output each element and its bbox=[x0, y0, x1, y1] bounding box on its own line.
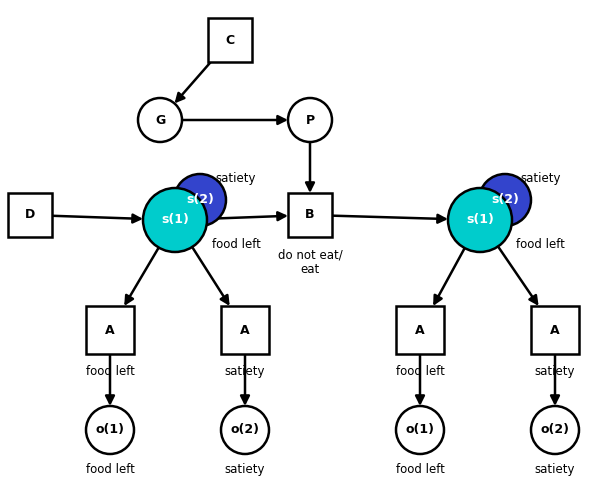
Bar bbox=[86, 306, 134, 354]
Circle shape bbox=[531, 406, 579, 454]
Text: G: G bbox=[155, 114, 165, 126]
Text: food left: food left bbox=[86, 463, 134, 476]
Text: o(1): o(1) bbox=[405, 423, 434, 437]
Circle shape bbox=[86, 406, 134, 454]
Text: satiety: satiety bbox=[225, 365, 265, 378]
Circle shape bbox=[143, 188, 207, 252]
Text: food left: food left bbox=[516, 238, 565, 251]
Text: satiety: satiety bbox=[535, 365, 575, 378]
Text: P: P bbox=[306, 114, 315, 126]
Bar bbox=[288, 193, 332, 237]
Text: s(2): s(2) bbox=[491, 194, 519, 207]
Circle shape bbox=[288, 98, 332, 142]
Text: o(1): o(1) bbox=[95, 423, 124, 437]
Text: o(2): o(2) bbox=[230, 423, 259, 437]
Text: food left: food left bbox=[395, 365, 444, 378]
Circle shape bbox=[396, 406, 444, 454]
Circle shape bbox=[138, 98, 182, 142]
Text: do not eat/
eat: do not eat/ eat bbox=[278, 248, 342, 276]
Text: A: A bbox=[415, 324, 425, 337]
Circle shape bbox=[479, 174, 531, 226]
Text: satiety: satiety bbox=[535, 463, 575, 476]
Text: satiety: satiety bbox=[225, 463, 265, 476]
Text: B: B bbox=[306, 209, 315, 222]
Text: D: D bbox=[25, 209, 35, 222]
Text: A: A bbox=[550, 324, 560, 337]
Text: food left: food left bbox=[86, 365, 134, 378]
Text: o(2): o(2) bbox=[540, 423, 570, 437]
Text: A: A bbox=[105, 324, 115, 337]
Text: s(1): s(1) bbox=[466, 214, 494, 227]
Bar bbox=[531, 306, 579, 354]
Bar bbox=[221, 306, 269, 354]
Text: food left: food left bbox=[395, 463, 444, 476]
Bar bbox=[8, 193, 52, 237]
Text: s(1): s(1) bbox=[161, 214, 189, 227]
Text: satiety: satiety bbox=[215, 172, 256, 185]
Circle shape bbox=[448, 188, 512, 252]
Circle shape bbox=[221, 406, 269, 454]
Text: food left: food left bbox=[212, 238, 261, 251]
Bar bbox=[208, 18, 252, 62]
Text: s(2): s(2) bbox=[186, 194, 214, 207]
Text: satiety: satiety bbox=[520, 172, 561, 185]
Text: A: A bbox=[240, 324, 250, 337]
Circle shape bbox=[174, 174, 226, 226]
Text: C: C bbox=[225, 33, 235, 46]
Bar bbox=[396, 306, 444, 354]
